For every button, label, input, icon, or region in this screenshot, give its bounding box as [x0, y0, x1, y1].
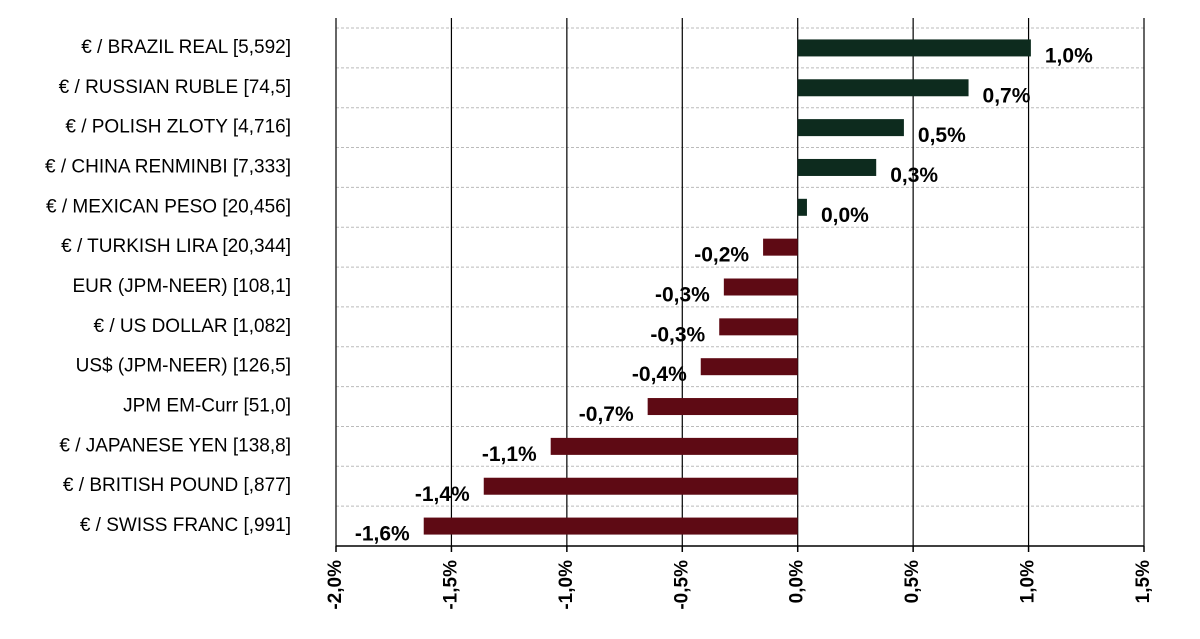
data-label: 1,0%: [1045, 44, 1093, 67]
x-tick-label: 0,5%: [902, 560, 923, 603]
category-label: US$ (JPM-NEER) [126,5]: [76, 356, 291, 377]
category-label: JPM EM-Curr [51,0]: [123, 396, 291, 417]
data-label: -0,3%: [650, 323, 705, 346]
category-label: € / MEXICAN PESO [20,456]: [46, 196, 291, 217]
bar: [797, 79, 969, 97]
bar: [797, 119, 904, 137]
bar: [483, 477, 798, 495]
category-label: € / JAPANESE YEN [138,8]: [59, 435, 291, 456]
bar: [700, 358, 798, 376]
data-label: -1,1%: [482, 443, 537, 466]
data-label: -0,3%: [655, 284, 710, 307]
bar: [647, 398, 798, 416]
data-label: 0,5%: [918, 124, 966, 147]
x-tick-label: -1,0%: [556, 560, 577, 610]
category-label: € / CHINA RENMINBI [7,333]: [45, 156, 291, 177]
category-label: EUR (JPM-NEER) [108,1]: [72, 276, 291, 297]
data-label: -1,4%: [415, 483, 470, 506]
data-label: 0,0%: [821, 204, 869, 227]
bar: [797, 39, 1031, 57]
data-label: -0,7%: [579, 403, 634, 426]
data-label: -1,6%: [355, 523, 410, 546]
category-label: € / US DOLLAR [1,082]: [94, 316, 292, 337]
category-label: € / POLISH ZLOTY [4,716]: [65, 117, 291, 138]
category-label: € / RUSSIAN RUBLE [74,5]: [59, 77, 291, 98]
bar: [719, 318, 798, 336]
category-label: € / TURKISH LIRA [20,344]: [61, 236, 291, 257]
x-tick-label: -0,5%: [671, 560, 692, 610]
bar: [423, 517, 798, 535]
category-label: € / BRAZIL REAL [5,592]: [81, 37, 291, 58]
x-tick-label: -2,0%: [325, 560, 346, 610]
data-label: 0,7%: [983, 84, 1031, 107]
x-tick-label: 0,0%: [787, 560, 808, 603]
bar: [763, 238, 798, 256]
category-label: € / BRITISH POUND [,877]: [63, 475, 291, 496]
data-label: 0,3%: [890, 164, 938, 187]
data-label: -0,4%: [632, 363, 687, 386]
bar: [797, 198, 807, 216]
x-tick-label: 1,0%: [1018, 560, 1039, 603]
data-label: -0,2%: [694, 244, 749, 267]
x-tick-label: 1,5%: [1133, 560, 1154, 603]
bar: [723, 278, 798, 296]
x-tick-label: -1,5%: [440, 560, 461, 610]
category-label: € / SWISS FRANC [,991]: [80, 515, 291, 536]
bar: [550, 437, 798, 455]
bar: [797, 158, 877, 176]
